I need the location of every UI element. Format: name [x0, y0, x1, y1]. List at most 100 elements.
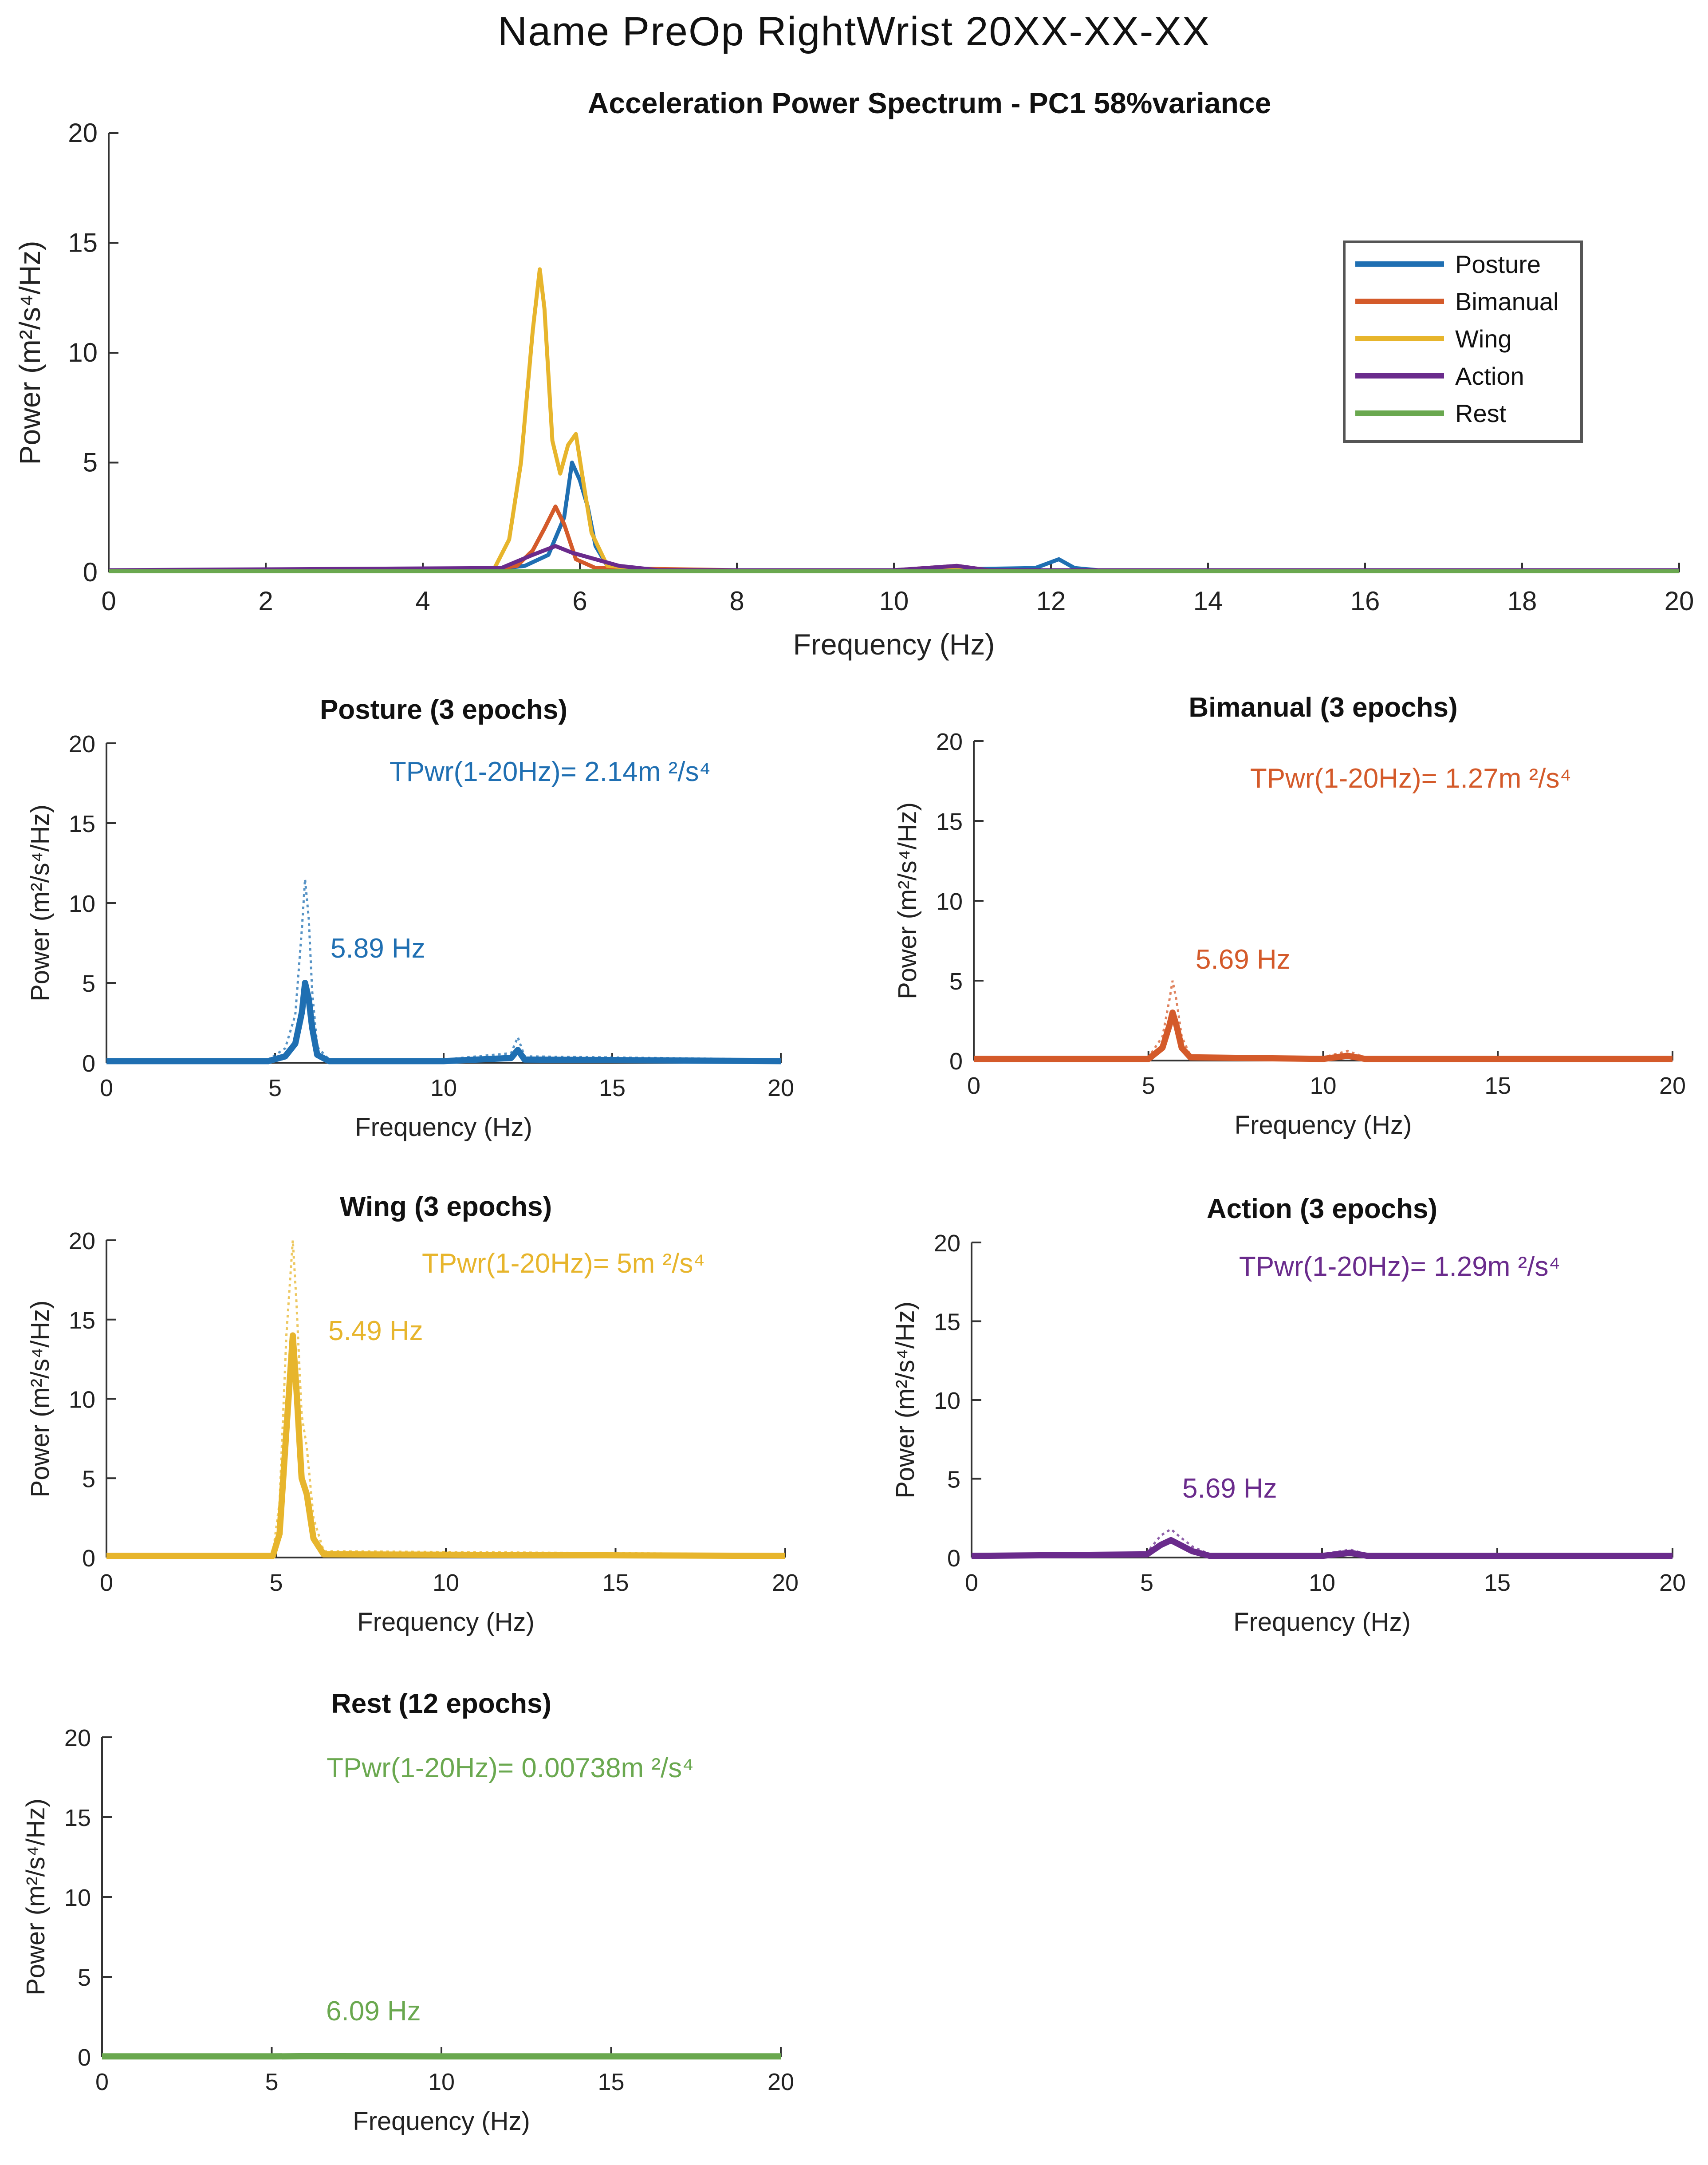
y-tick-label: 20	[936, 729, 963, 755]
y-tick-label: 5	[78, 1964, 91, 1991]
y-tick-label: 5	[947, 1467, 960, 1493]
x-axis-label: Frequency (Hz)	[357, 1608, 535, 1637]
chart-wing: Wing (3 epochs) 0 5 10 15 20 0 5 10 15 20 Frequency…	[26, 1191, 799, 1637]
series-line-wing	[109, 267, 1679, 572]
x-tick-label: 10	[1310, 1073, 1336, 1099]
x-tick-label: 5	[1140, 1570, 1153, 1596]
y-tick-label: 10	[69, 1387, 95, 1413]
series-line-action	[971, 1537, 1673, 1559]
y-tick-label: 20	[68, 118, 98, 148]
x-tick-label: 10	[433, 1570, 459, 1596]
x-tick-label: 0	[965, 1570, 978, 1596]
chart-title: Acceleration Power Spectrum - PC1 58%var…	[588, 87, 1271, 119]
y-tick-label: 0	[78, 2044, 91, 2071]
x-tick-label: 15	[602, 1570, 629, 1596]
chart-title: Bimanual (3 epochs)	[1189, 692, 1457, 723]
x-tick-label: 10	[428, 2069, 455, 2095]
x-tick-label: 20	[1659, 1570, 1686, 1596]
y-tick-label: 5	[949, 968, 963, 995]
series-line-posture	[109, 461, 1679, 572]
y-tick-label: 0	[949, 1048, 963, 1075]
y-tick-label: 10	[64, 1885, 91, 1911]
y-tick-label: 0	[947, 1545, 960, 1572]
x-tick-label: 20	[1659, 1073, 1686, 1099]
y-tick-label: 10	[936, 888, 963, 915]
series-line-wing	[106, 1332, 786, 1559]
series-line-action	[108, 544, 1679, 572]
y-axis-label: Power (m²/s⁴/Hz)	[891, 1301, 920, 1499]
x-tick-label: 20	[767, 2069, 794, 2095]
x-tick-label: 14	[1193, 586, 1223, 616]
peak-frequency-label: 6.09 Hz	[326, 1996, 421, 2027]
y-axis-label: Power (m²/s⁴/Hz)	[26, 1301, 55, 1498]
chart-rest: Rest (12 epochs) 0 5 10 15 20 0 5 10 15 20 Frequenc…	[21, 1688, 794, 2136]
peak-frequency-label: 5.49 Hz	[328, 1316, 423, 1346]
tpwr-annotation: TPwr(1-20Hz)= 1.27m ²/s⁴	[1250, 763, 1571, 794]
x-tick-label: 18	[1507, 586, 1537, 616]
x-tick-label: 10	[1309, 1570, 1335, 1596]
peak-frequency-label: 5.89 Hz	[331, 933, 425, 964]
x-tick-label: 0	[100, 1570, 113, 1596]
x-tick-label: 20	[1665, 586, 1694, 616]
x-tick-label: 6	[572, 586, 587, 616]
y-tick-label: 10	[934, 1388, 960, 1414]
y-tick-label: 15	[934, 1309, 960, 1336]
y-tick-label: 0	[83, 557, 98, 587]
x-tick-label: 16	[1350, 586, 1380, 616]
legend-box	[1343, 241, 1583, 443]
legend-label-wing: Wing	[1455, 325, 1512, 353]
x-tick-label: 8	[729, 586, 744, 616]
tpwr-annotation: TPwr(1-20Hz)= 5m ²/s⁴	[422, 1248, 705, 1279]
y-axis-label: Power (m²/s⁴/Hz)	[893, 802, 922, 999]
y-tick-label: 5	[82, 970, 95, 997]
chart-title: Wing (3 epochs)	[340, 1191, 552, 1222]
x-axis-label: Frequency (Hz)	[1235, 1111, 1412, 1140]
series-line-bimanual	[974, 1010, 1673, 1062]
x-tick-label: 0	[95, 2069, 109, 2095]
y-tick-label: 10	[69, 891, 95, 917]
x-tick-label: 10	[430, 1075, 457, 1101]
x-tick-label: 20	[767, 1075, 794, 1101]
legend-label-posture: Posture	[1455, 250, 1541, 278]
x-tick-label: 15	[1484, 1570, 1511, 1596]
legend-label-bimanual: Bimanual	[1455, 288, 1558, 315]
y-axis-label: Power (m²/s⁴/Hz)	[26, 804, 55, 1002]
y-tick-label: 20	[69, 1228, 95, 1254]
y-tick-label: 5	[82, 1466, 95, 1492]
chart-title: Posture (3 epochs)	[320, 694, 567, 725]
y-tick-label: 15	[68, 228, 98, 258]
x-axis-label: Frequency (Hz)	[355, 1113, 532, 1142]
x-tick-label: 0	[100, 1075, 113, 1101]
y-tick-label: 20	[69, 731, 95, 757]
tpwr-annotation: TPwr(1-20Hz)= 0.00738m ²/s⁴	[327, 1753, 694, 1783]
page-title: Name PreOp RightWrist 20XX-XX-XX	[498, 9, 1210, 54]
x-tick-label: 5	[1142, 1073, 1155, 1099]
peak-frequency-label: 5.69 Hz	[1182, 1473, 1277, 1504]
y-tick-label: 20	[64, 1725, 91, 1751]
x-axis-label: Frequency (Hz)	[793, 628, 995, 661]
x-tick-label: 15	[599, 1075, 626, 1101]
chart-action: Action (3 epochs) 0 5 10 15 20 0 5 10 15 20 Frequen…	[891, 1194, 1686, 1637]
x-tick-label: 15	[598, 2069, 624, 2095]
series-line-posture	[106, 980, 781, 1065]
x-tick-label: 0	[101, 586, 116, 616]
series-upper-envelope	[106, 1240, 786, 1556]
x-tick-label: 5	[269, 1570, 283, 1596]
y-tick-label: 10	[68, 338, 98, 367]
x-tick-label: 0	[967, 1073, 980, 1099]
chart-title: Action (3 epochs)	[1207, 1194, 1437, 1224]
series-upper-envelope	[974, 980, 1673, 1059]
y-tick-label: 15	[69, 1307, 95, 1334]
x-tick-label: 15	[1484, 1073, 1511, 1099]
peak-frequency-label: 5.69 Hz	[1196, 944, 1291, 975]
y-tick-label: 15	[64, 1805, 91, 1831]
y-tick-label: 0	[82, 1545, 95, 1572]
y-axis-label: Power (m²/s⁴/Hz)	[21, 1798, 50, 1995]
chart-posture: Posture (3 epochs) 0 5 10 15 20 0 5 10 15 20 Freque…	[26, 694, 794, 1142]
x-axis-label: Frequency (Hz)	[1233, 1608, 1411, 1637]
chart-combined: Acceleration Power Spectrum - PC1 58%var…	[13, 87, 1694, 661]
tpwr-annotation: TPwr(1-20Hz)= 2.14m ²/s⁴	[390, 757, 711, 787]
chart-bimanual: Bimanual (3 epochs) 0 5 10 15 20 0 5 10 15 20 Frequ…	[893, 692, 1686, 1140]
legend-label-rest: Rest	[1455, 399, 1507, 427]
